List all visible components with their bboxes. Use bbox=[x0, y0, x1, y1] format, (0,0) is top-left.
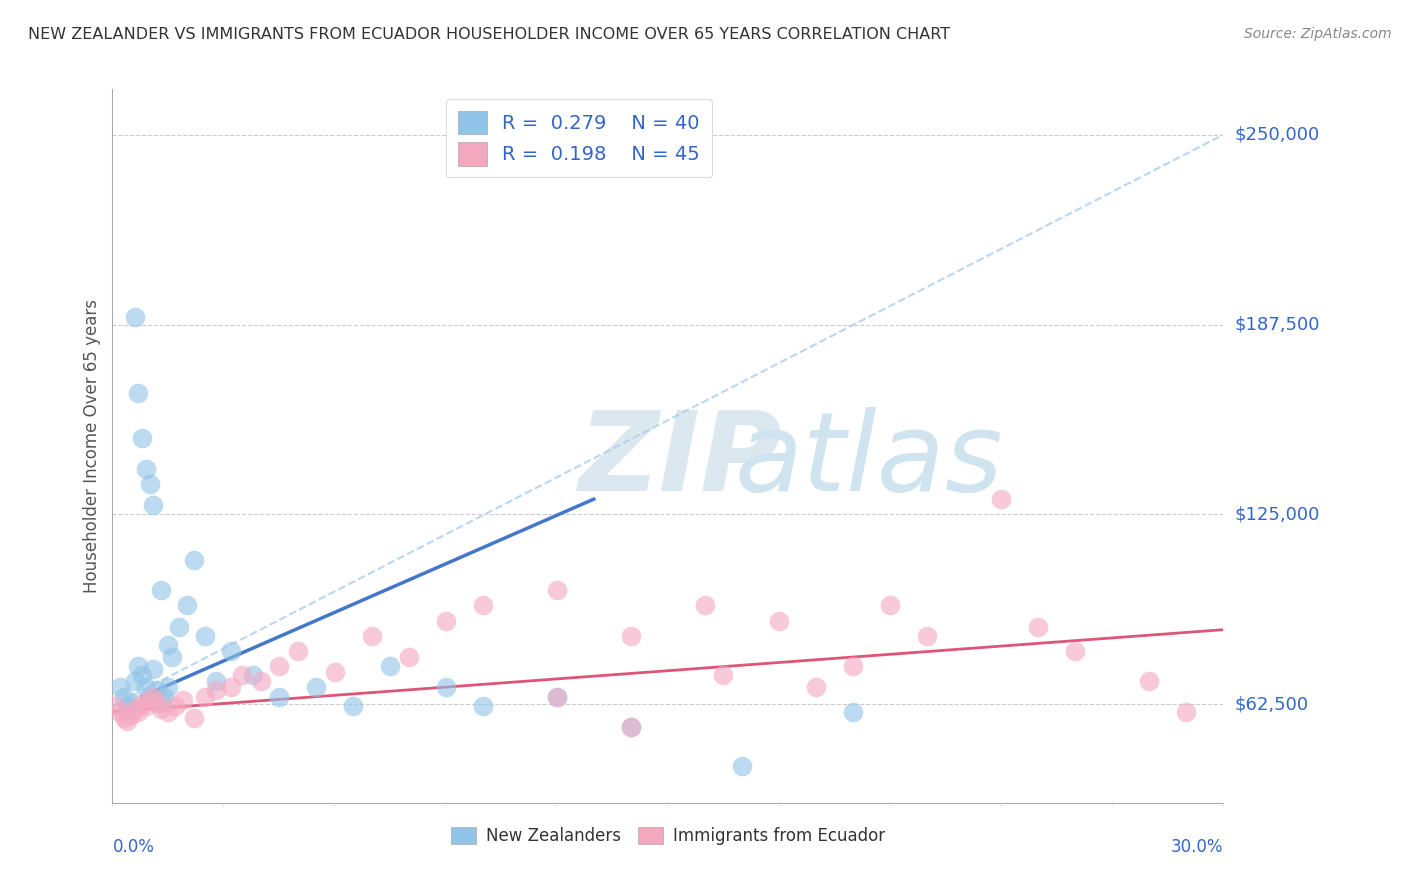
Point bbox=[620, 720, 643, 734]
Point bbox=[242, 668, 264, 682]
Text: Source: ZipAtlas.com: Source: ZipAtlas.com bbox=[1244, 27, 1392, 41]
Text: $125,000: $125,000 bbox=[1234, 506, 1320, 524]
Point bbox=[842, 705, 865, 719]
Point bbox=[471, 599, 494, 613]
Point bbox=[693, 599, 716, 613]
Point bbox=[1026, 620, 1049, 634]
Point bbox=[434, 614, 457, 628]
Point bbox=[138, 690, 160, 704]
Text: atlas: atlas bbox=[734, 407, 1002, 514]
Point bbox=[153, 690, 176, 704]
Point bbox=[131, 668, 153, 682]
Point bbox=[157, 681, 180, 695]
Point bbox=[112, 690, 135, 704]
Point bbox=[194, 629, 217, 643]
Text: 0.0%: 0.0% bbox=[112, 838, 155, 855]
Point bbox=[1175, 705, 1198, 719]
Point bbox=[249, 674, 271, 689]
Point bbox=[127, 385, 149, 400]
Point bbox=[135, 462, 157, 476]
Point bbox=[157, 705, 180, 719]
Point bbox=[124, 674, 146, 689]
Point bbox=[138, 692, 160, 706]
Point bbox=[165, 698, 187, 713]
Point bbox=[323, 665, 346, 680]
Point bbox=[267, 659, 291, 673]
Point bbox=[360, 629, 382, 643]
Point bbox=[127, 659, 149, 673]
Point bbox=[117, 714, 139, 728]
Text: $62,500: $62,500 bbox=[1234, 695, 1309, 713]
Point bbox=[546, 583, 568, 598]
Legend: New Zealanders, Immigrants from Ecuador: New Zealanders, Immigrants from Ecuador bbox=[444, 820, 891, 852]
Point bbox=[546, 690, 568, 704]
Point bbox=[146, 683, 169, 698]
Point bbox=[135, 698, 157, 713]
Point bbox=[398, 650, 420, 665]
Point bbox=[380, 659, 402, 673]
Point bbox=[267, 690, 291, 704]
Point bbox=[135, 681, 157, 695]
Point bbox=[142, 690, 165, 704]
Point bbox=[176, 599, 198, 613]
Point bbox=[124, 310, 146, 324]
Point bbox=[620, 629, 643, 643]
Text: 30.0%: 30.0% bbox=[1171, 838, 1223, 855]
Point bbox=[183, 711, 205, 725]
Y-axis label: Householder Income Over 65 years: Householder Income Over 65 years bbox=[83, 299, 101, 593]
Point bbox=[1137, 674, 1160, 689]
Point bbox=[713, 668, 735, 682]
Point bbox=[127, 705, 149, 719]
Point bbox=[1064, 644, 1087, 658]
Point bbox=[219, 644, 242, 658]
Point bbox=[124, 701, 146, 715]
Point bbox=[804, 681, 827, 695]
Point bbox=[149, 583, 172, 598]
Point bbox=[915, 629, 938, 643]
Point bbox=[990, 492, 1012, 507]
Point bbox=[131, 696, 153, 710]
Point bbox=[434, 681, 457, 695]
Point bbox=[471, 698, 494, 713]
Point bbox=[142, 662, 165, 676]
Point bbox=[142, 498, 165, 512]
Point bbox=[149, 701, 172, 715]
Point bbox=[231, 668, 253, 682]
Point bbox=[167, 620, 190, 634]
Point bbox=[172, 692, 194, 706]
Text: $187,500: $187,500 bbox=[1234, 316, 1320, 334]
Text: NEW ZEALANDER VS IMMIGRANTS FROM ECUADOR HOUSEHOLDER INCOME OVER 65 YEARS CORREL: NEW ZEALANDER VS IMMIGRANTS FROM ECUADOR… bbox=[28, 27, 950, 42]
Point bbox=[138, 477, 160, 491]
Point bbox=[108, 705, 131, 719]
Point bbox=[149, 696, 172, 710]
Point bbox=[305, 681, 328, 695]
Point bbox=[768, 614, 790, 628]
Point bbox=[879, 599, 901, 613]
Text: $250,000: $250,000 bbox=[1234, 126, 1320, 144]
Point bbox=[219, 681, 242, 695]
Point bbox=[131, 431, 153, 445]
Point bbox=[183, 553, 205, 567]
Point bbox=[731, 759, 754, 773]
Point bbox=[205, 683, 228, 698]
Point bbox=[546, 690, 568, 704]
Point bbox=[108, 681, 131, 695]
Point bbox=[117, 698, 139, 713]
Point bbox=[342, 698, 364, 713]
Point bbox=[120, 696, 142, 710]
Point bbox=[157, 638, 180, 652]
Point bbox=[620, 720, 643, 734]
Point bbox=[205, 674, 228, 689]
Point bbox=[112, 711, 135, 725]
Point bbox=[194, 690, 217, 704]
Point bbox=[146, 696, 169, 710]
Point bbox=[842, 659, 865, 673]
Point bbox=[105, 698, 128, 713]
Point bbox=[120, 707, 142, 722]
Text: ZIP: ZIP bbox=[579, 407, 783, 514]
Point bbox=[287, 644, 309, 658]
Point bbox=[160, 650, 183, 665]
